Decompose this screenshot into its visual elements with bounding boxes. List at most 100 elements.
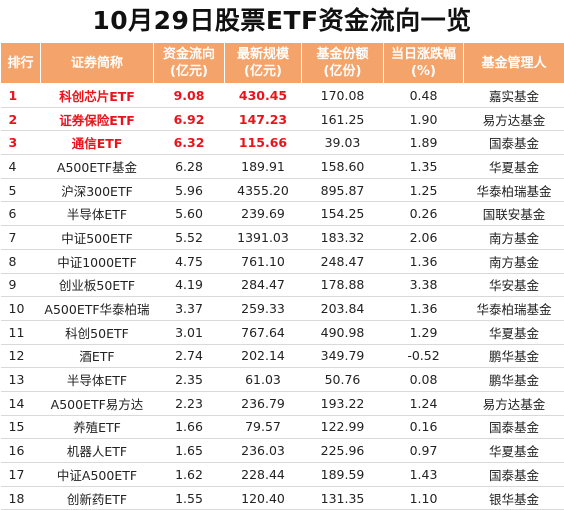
manager-cell: 鹏华基金 — [464, 368, 564, 392]
change-cell: 3.38 — [384, 273, 464, 297]
rank-cell: 10 — [1, 297, 41, 321]
name-cell: 机器人ETF — [41, 439, 154, 463]
name-cell: 中证1000ETF — [41, 249, 154, 273]
manager-cell: 华泰柏瑞基金 — [464, 297, 564, 321]
rank-cell: 11 — [1, 320, 41, 344]
rank-cell: 8 — [1, 249, 41, 273]
change-cell: 1.36 — [384, 249, 464, 273]
name-cell: 中证A500ETF — [41, 463, 154, 487]
header-rank: 排行 — [1, 43, 41, 84]
change-cell: 2.06 — [384, 226, 464, 250]
name-cell: 半导体ETF — [41, 368, 154, 392]
flow-cell: 2.35 — [154, 368, 225, 392]
scale-cell: 259.33 — [225, 297, 302, 321]
shares-cell: 39.03 — [302, 131, 384, 155]
manager-cell: 鹏华基金 — [464, 344, 564, 368]
scale-cell: 236.03 — [225, 439, 302, 463]
manager-cell: 华安基金 — [464, 273, 564, 297]
name-cell: 科创芯片ETF — [41, 84, 154, 108]
shares-cell: 183.32 — [302, 226, 384, 250]
scale-cell: 284.47 — [225, 273, 302, 297]
rank-cell: 17 — [1, 463, 41, 487]
shares-cell: 178.88 — [302, 273, 384, 297]
header-shares: 基金份额(亿份) — [302, 43, 384, 84]
rank-cell: 3 — [1, 131, 41, 155]
shares-cell: 349.79 — [302, 344, 384, 368]
scale-cell: 1391.03 — [225, 226, 302, 250]
change-cell: 0.97 — [384, 439, 464, 463]
header-name: 证券简称 — [41, 43, 154, 84]
scale-cell: 115.66 — [225, 131, 302, 155]
flow-cell: 6.28 — [154, 155, 225, 179]
rank-cell: 14 — [1, 391, 41, 415]
scale-cell: 61.03 — [225, 368, 302, 392]
shares-cell: 170.08 — [302, 84, 384, 108]
rank-cell: 12 — [1, 344, 41, 368]
name-cell: 养殖ETF — [41, 415, 154, 439]
scale-cell: 228.44 — [225, 463, 302, 487]
flow-cell: 3.01 — [154, 320, 225, 344]
change-cell: 1.24 — [384, 391, 464, 415]
change-cell: 0.08 — [384, 368, 464, 392]
rank-cell: 16 — [1, 439, 41, 463]
etf-flow-table: 排行 证券简称 资金流向(亿元) 最新规模(亿元) 基金份额(亿份) 当日涨跌幅… — [0, 42, 564, 510]
scale-cell: 4355.20 — [225, 178, 302, 202]
flow-cell: 1.62 — [154, 463, 225, 487]
change-cell: 0.16 — [384, 415, 464, 439]
flow-cell: 4.75 — [154, 249, 225, 273]
flow-cell: 1.55 — [154, 486, 225, 510]
change-cell: 1.35 — [384, 155, 464, 179]
manager-cell: 南方基金 — [464, 249, 564, 273]
flow-cell: 5.60 — [154, 202, 225, 226]
flow-cell: 2.74 — [154, 344, 225, 368]
change-cell: 1.89 — [384, 131, 464, 155]
name-cell: 通信ETF — [41, 131, 154, 155]
shares-cell: 122.99 — [302, 415, 384, 439]
flow-cell: 6.32 — [154, 131, 225, 155]
header-change: 当日涨跌幅(%) — [384, 43, 464, 84]
manager-cell: 华泰柏瑞基金 — [464, 178, 564, 202]
manager-cell: 易方达基金 — [464, 391, 564, 415]
shares-cell: 158.60 — [302, 155, 384, 179]
name-cell: 中证500ETF — [41, 226, 154, 250]
name-cell: 科创50ETF — [41, 320, 154, 344]
shares-cell: 225.96 — [302, 439, 384, 463]
table-header-row: 排行 证券简称 资金流向(亿元) 最新规模(亿元) 基金份额(亿份) 当日涨跌幅… — [1, 43, 564, 84]
rank-cell: 5 — [1, 178, 41, 202]
manager-cell: 国泰基金 — [464, 463, 564, 487]
rank-cell: 13 — [1, 368, 41, 392]
flow-cell: 5.96 — [154, 178, 225, 202]
flow-cell: 4.19 — [154, 273, 225, 297]
scale-cell: 147.23 — [225, 107, 302, 131]
shares-cell: 50.76 — [302, 368, 384, 392]
change-cell: 1.25 — [384, 178, 464, 202]
manager-cell: 易方达基金 — [464, 107, 564, 131]
name-cell: 创业板50ETF — [41, 273, 154, 297]
scale-cell: 202.14 — [225, 344, 302, 368]
manager-cell: 嘉实基金 — [464, 84, 564, 108]
change-cell: 1.29 — [384, 320, 464, 344]
scale-cell: 79.57 — [225, 415, 302, 439]
manager-cell: 华夏基金 — [464, 155, 564, 179]
shares-cell: 193.22 — [302, 391, 384, 415]
rank-cell: 1 — [1, 84, 41, 108]
shares-cell: 490.98 — [302, 320, 384, 344]
shares-cell: 154.25 — [302, 202, 384, 226]
name-cell: 创新药ETF — [41, 486, 154, 510]
manager-cell: 南方基金 — [464, 226, 564, 250]
scale-cell: 767.64 — [225, 320, 302, 344]
manager-cell: 国联安基金 — [464, 202, 564, 226]
shares-cell: 895.87 — [302, 178, 384, 202]
